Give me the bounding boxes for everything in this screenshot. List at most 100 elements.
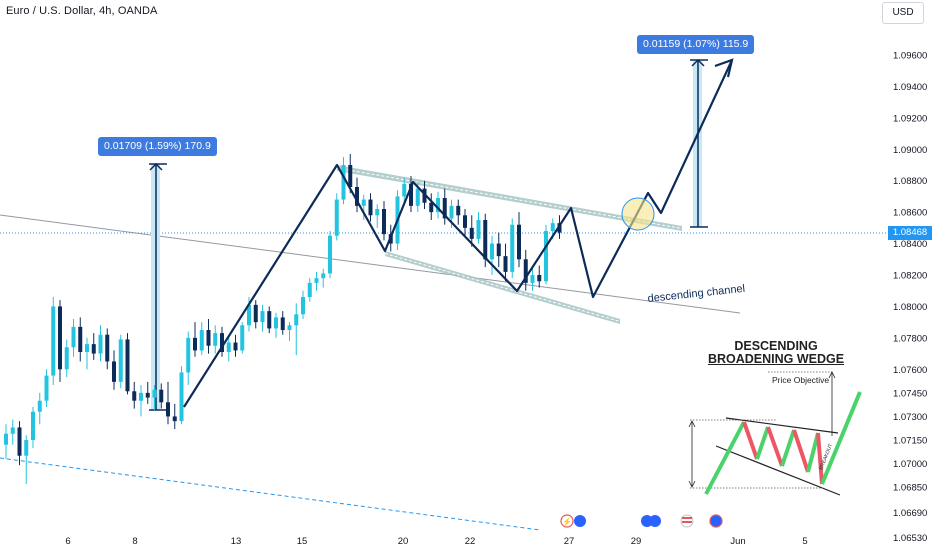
inset-wave-down-1	[742, 421, 759, 460]
candle-bear	[159, 389, 164, 403]
candle-bull	[139, 392, 143, 401]
candle-bull	[402, 183, 407, 197]
candle-bull	[415, 188, 420, 206]
candle-bear	[91, 344, 96, 354]
candle-bull	[476, 220, 481, 239]
candle-bull	[71, 326, 76, 348]
earnings-event-icon-1[interactable]	[574, 515, 586, 527]
candle-bull	[118, 339, 123, 382]
candle-bull	[24, 440, 29, 456]
candle-bear	[125, 339, 130, 392]
candle-bull	[213, 333, 218, 346]
inset-title-line1: DESCENDING	[734, 339, 818, 353]
candle-bull	[64, 347, 69, 370]
candle-bull	[314, 278, 319, 283]
current-price-tag: 1.08468	[888, 226, 932, 240]
event-icons[interactable]: ⚡	[560, 498, 728, 528]
candle-bear	[78, 326, 83, 352]
candle-bull	[51, 306, 56, 376]
time-axis-tick: 20	[398, 536, 409, 547]
candle-bull	[361, 199, 366, 206]
candle-bear	[233, 342, 238, 351]
candle-bull	[544, 231, 548, 282]
candle-bull	[199, 330, 204, 351]
candle-bear	[557, 223, 562, 233]
earnings-event-icon-3[interactable]	[649, 515, 661, 527]
measure-label-2: 0.01159 (1.07%) 115.9	[637, 35, 755, 54]
price-axis-tick: 1.07600	[893, 365, 927, 376]
candle-bear	[145, 392, 150, 398]
inset-diagram: Price Objective BREAKOUT	[688, 371, 862, 496]
candle-bear	[220, 333, 224, 352]
inset-wave-up-1	[704, 421, 746, 495]
price-objective-label: Price Objective	[772, 375, 829, 385]
candle-bear	[105, 334, 110, 362]
pattern-height-arrowhead-down	[688, 480, 696, 488]
time-axis-tick: Jun	[730, 536, 745, 547]
inset-wave-down-2	[766, 426, 784, 467]
candle-bull	[247, 304, 251, 326]
time-axis: 6 8 13 15 20 22 27 29 Jun 5	[65, 536, 807, 547]
measure-range-2-arrow	[691, 58, 705, 67]
dividend-event-icon[interactable]	[560, 514, 574, 528]
objective-arrowhead	[828, 371, 836, 379]
candle-bull	[260, 311, 265, 323]
candle-bull	[530, 275, 535, 283]
candle-bear	[166, 402, 170, 417]
inset-wave-up-2	[755, 426, 770, 460]
candle-bull	[274, 317, 278, 329]
inset-breakout-leg	[820, 391, 862, 485]
time-axis-tick: 8	[132, 536, 137, 547]
candle-bear	[517, 224, 521, 260]
candle-bull	[294, 314, 299, 326]
earnings-event-icon-4[interactable]	[709, 514, 723, 528]
candle-bear	[58, 306, 62, 370]
price-axis-tick: 1.06690	[893, 508, 927, 519]
currency-button[interactable]: USD	[882, 2, 924, 24]
grey-trend-line	[0, 214, 741, 314]
candle-bear	[172, 416, 177, 422]
pattern-inset: DESCENDING BROADENING WEDGE Price Object…	[684, 332, 868, 510]
candle-bull	[301, 297, 305, 315]
inset-wave-down-3	[792, 429, 810, 473]
candle-bear	[463, 215, 467, 228]
price-axis-tick: 1.06850	[893, 483, 927, 494]
channel-label: descending channel	[647, 283, 746, 305]
candle-bull	[341, 165, 346, 200]
inset-wave-up-3	[780, 429, 796, 467]
candle-bull	[37, 400, 42, 412]
price-axis-tick: 1.07150	[893, 436, 927, 447]
measure-label-1: 0.01709 (1.59%) 170.9	[98, 137, 217, 156]
candle-bull	[152, 389, 157, 398]
price-axis-tick: 1.07300	[893, 412, 927, 423]
candle-bear	[206, 330, 211, 346]
candle-bear	[469, 227, 474, 239]
dashed-trend-line	[0, 457, 541, 531]
candle-bull	[44, 375, 49, 401]
price-axis-tick: 1.08800	[893, 176, 927, 187]
candle-bear	[503, 256, 508, 272]
candle-bull	[31, 411, 35, 440]
price-axis-tick: 1.08400	[893, 239, 927, 250]
channel-lower-midline	[384, 253, 621, 322]
candle-bear	[253, 304, 258, 323]
time-axis-tick: 5	[802, 536, 807, 547]
candle-bear	[409, 183, 413, 206]
price-axis-tick: 1.08600	[893, 208, 927, 219]
price-axis-tick: 1.09400	[893, 82, 927, 93]
candle-bear	[355, 187, 359, 206]
candle-bear	[132, 391, 137, 401]
inset-wave-up-4	[806, 432, 820, 473]
candle-bull	[4, 433, 8, 445]
candle-bear	[193, 337, 197, 351]
candle-bull	[85, 344, 89, 352]
price-axis-tick: 1.07000	[893, 459, 927, 470]
pattern-height-arrowhead-up	[688, 420, 696, 428]
symbol-title[interactable]: Euro / U.S. Dollar, 4h, OANDA	[6, 5, 158, 17]
candle-bull	[334, 199, 339, 236]
candle-bear	[483, 220, 488, 260]
time-axis-tick: 13	[231, 536, 242, 547]
candle-bull	[436, 198, 440, 213]
